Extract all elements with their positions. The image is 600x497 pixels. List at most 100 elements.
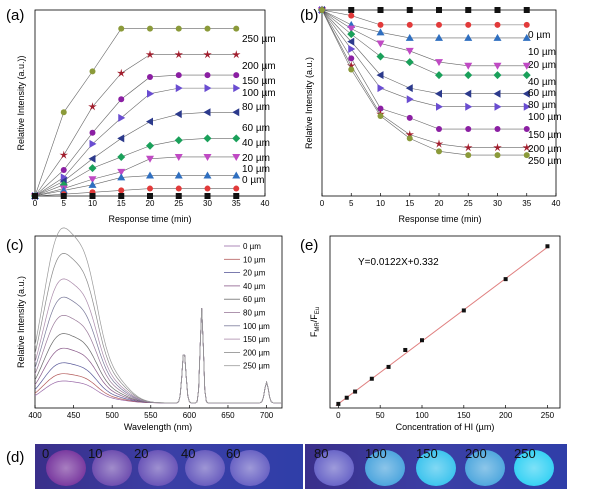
panel-b-data-point — [436, 7, 442, 13]
panel-b-series-label: 20 µm — [528, 60, 556, 71]
panel-a-tick-label: 30 — [203, 199, 212, 208]
panel-a-data-point — [204, 25, 211, 32]
panel-b-data-point — [406, 95, 414, 104]
panel-b-series-line — [321, 9, 527, 156]
panel-a-y-axis-title: Relative Intensity (a.u.)) — [16, 55, 26, 150]
panel-b-x-ticks: 0 5 10 15 20 25 30 35 40 — [320, 193, 561, 208]
panel-a-data-point — [232, 50, 241, 59]
panel-a-data-point — [60, 109, 67, 116]
panel-b-data-point — [406, 7, 413, 13]
panel-e-x-ticks: 0 50 100 150 200 250 — [336, 405, 555, 420]
panel-e-data-point — [386, 364, 391, 369]
panel-e-data-points — [336, 244, 550, 406]
panel-a-tick-label: 20 — [146, 199, 155, 208]
panel-b-y-axis-title: Relative Intensity (a.u.) — [304, 57, 314, 149]
panel-a-data-point — [89, 68, 96, 75]
panel-b-data-point — [436, 102, 443, 111]
panel-a-data-point — [174, 171, 183, 179]
panel-a-data-point — [88, 180, 97, 188]
panel-a-series-lines — [30, 25, 241, 200]
panel-c-x-ticks: 400 450 500 550 600 650 700 — [28, 405, 274, 420]
panel-a-series-line — [34, 87, 237, 197]
panel-b-data-point — [522, 89, 530, 98]
panel-b-series-label: 100 µm — [528, 112, 562, 123]
panel-d-well-glow — [230, 450, 270, 486]
panel-b-data-point — [523, 102, 531, 111]
panel-c-plot-area — [34, 235, 283, 409]
panel-a-data-point — [60, 193, 67, 199]
panel-b-series-label: 10 µm — [528, 47, 556, 58]
panel-e-tick-label: 100 — [415, 411, 429, 420]
panel-c-tick-label: 450 — [67, 411, 81, 420]
panel-a-data-point — [32, 193, 38, 199]
panel-b-data-point — [522, 71, 531, 80]
panel-e-data-point — [420, 338, 424, 343]
panel-b-tick-label: 40 — [552, 199, 561, 208]
panel-e-equation: Y=0.0122X+0.332 — [358, 257, 439, 268]
panel-b-data-point — [377, 105, 384, 112]
panel-a-tick-label: 10 — [88, 199, 97, 208]
panel-b-data-point — [523, 126, 530, 133]
panel-b-data-point — [465, 7, 472, 13]
panel-a-series-line — [34, 188, 237, 197]
panel-a-series-line — [34, 175, 237, 197]
panel-b-series-line — [321, 9, 527, 67]
panel-c-spectra — [34, 227, 282, 404]
panel-b-data-point — [465, 126, 472, 133]
panel-a-data-point — [147, 73, 153, 80]
panel-a-data-point — [232, 134, 241, 143]
panel-a-data-point — [118, 187, 125, 194]
panel-a-data-point — [203, 171, 212, 179]
panel-b-tick-label: 30 — [493, 199, 502, 208]
panel-b-data-point — [348, 12, 355, 19]
panel-a-data-point — [203, 134, 212, 143]
panel-c-spectrum-line — [34, 227, 282, 404]
panel-d-label: (d) — [6, 449, 24, 466]
panel-c-legend-label: 100 µm — [243, 322, 270, 331]
panel-e-y-axis-title: FMR/FEu — [309, 307, 321, 337]
panel-a-data-point — [145, 50, 155, 59]
panel-e-fit-line — [335, 245, 550, 407]
panel-d-concentration-label: 60 — [226, 446, 240, 461]
panel-c-legend-label: 80 µm — [243, 309, 266, 318]
panel-e-label: (e) — [300, 237, 318, 254]
panel-a-data-point — [88, 154, 96, 163]
panel-a-data-point — [59, 186, 68, 194]
panel-a-data-point — [118, 96, 125, 103]
panel-b-data-point — [347, 37, 355, 46]
panel-b-data-point — [523, 152, 530, 159]
panel-b-data-point — [376, 28, 385, 36]
panel-a-series-label: 10 µm — [242, 164, 270, 175]
panel-a-data-point — [146, 155, 154, 163]
panel-b-series-label: 80 µm — [528, 100, 556, 111]
panel-a-data-point — [204, 185, 211, 192]
panel-b-data-point — [377, 84, 385, 93]
panel-b-series-line — [321, 9, 527, 26]
panel-a-data-point — [147, 193, 153, 199]
panel-b-data-point — [464, 33, 473, 41]
panel-a-series-label: 60 µm — [242, 123, 270, 134]
panel-c-legend-label: 20 µm — [243, 269, 266, 278]
panel-e-tick-label: 150 — [457, 411, 471, 420]
panel-e-data-point — [369, 376, 374, 381]
panel-b-data-point — [406, 21, 413, 28]
panel-b-data-point — [376, 40, 385, 48]
panel-b-series-label: 200 µm — [528, 144, 562, 155]
panel-b-tick-label: 25 — [464, 199, 473, 208]
panel-b-data-point — [348, 66, 355, 73]
panel-a-data-point — [60, 166, 67, 173]
panel-b-data-point — [464, 89, 472, 98]
panel-a-data-point — [174, 153, 183, 161]
panel-d-concentration-label: 80 — [314, 446, 328, 461]
panel-b-data-point — [435, 71, 443, 80]
panel-a-tick-label: 0 — [33, 199, 38, 208]
panel-b-data-point — [436, 21, 442, 28]
panel-b-data-point — [436, 148, 442, 155]
panel-a-series-line — [34, 74, 237, 197]
panel-b-data-point — [348, 7, 355, 13]
panel-b-data-point — [377, 21, 384, 28]
panel-c-legend-label: 40 µm — [243, 282, 266, 291]
